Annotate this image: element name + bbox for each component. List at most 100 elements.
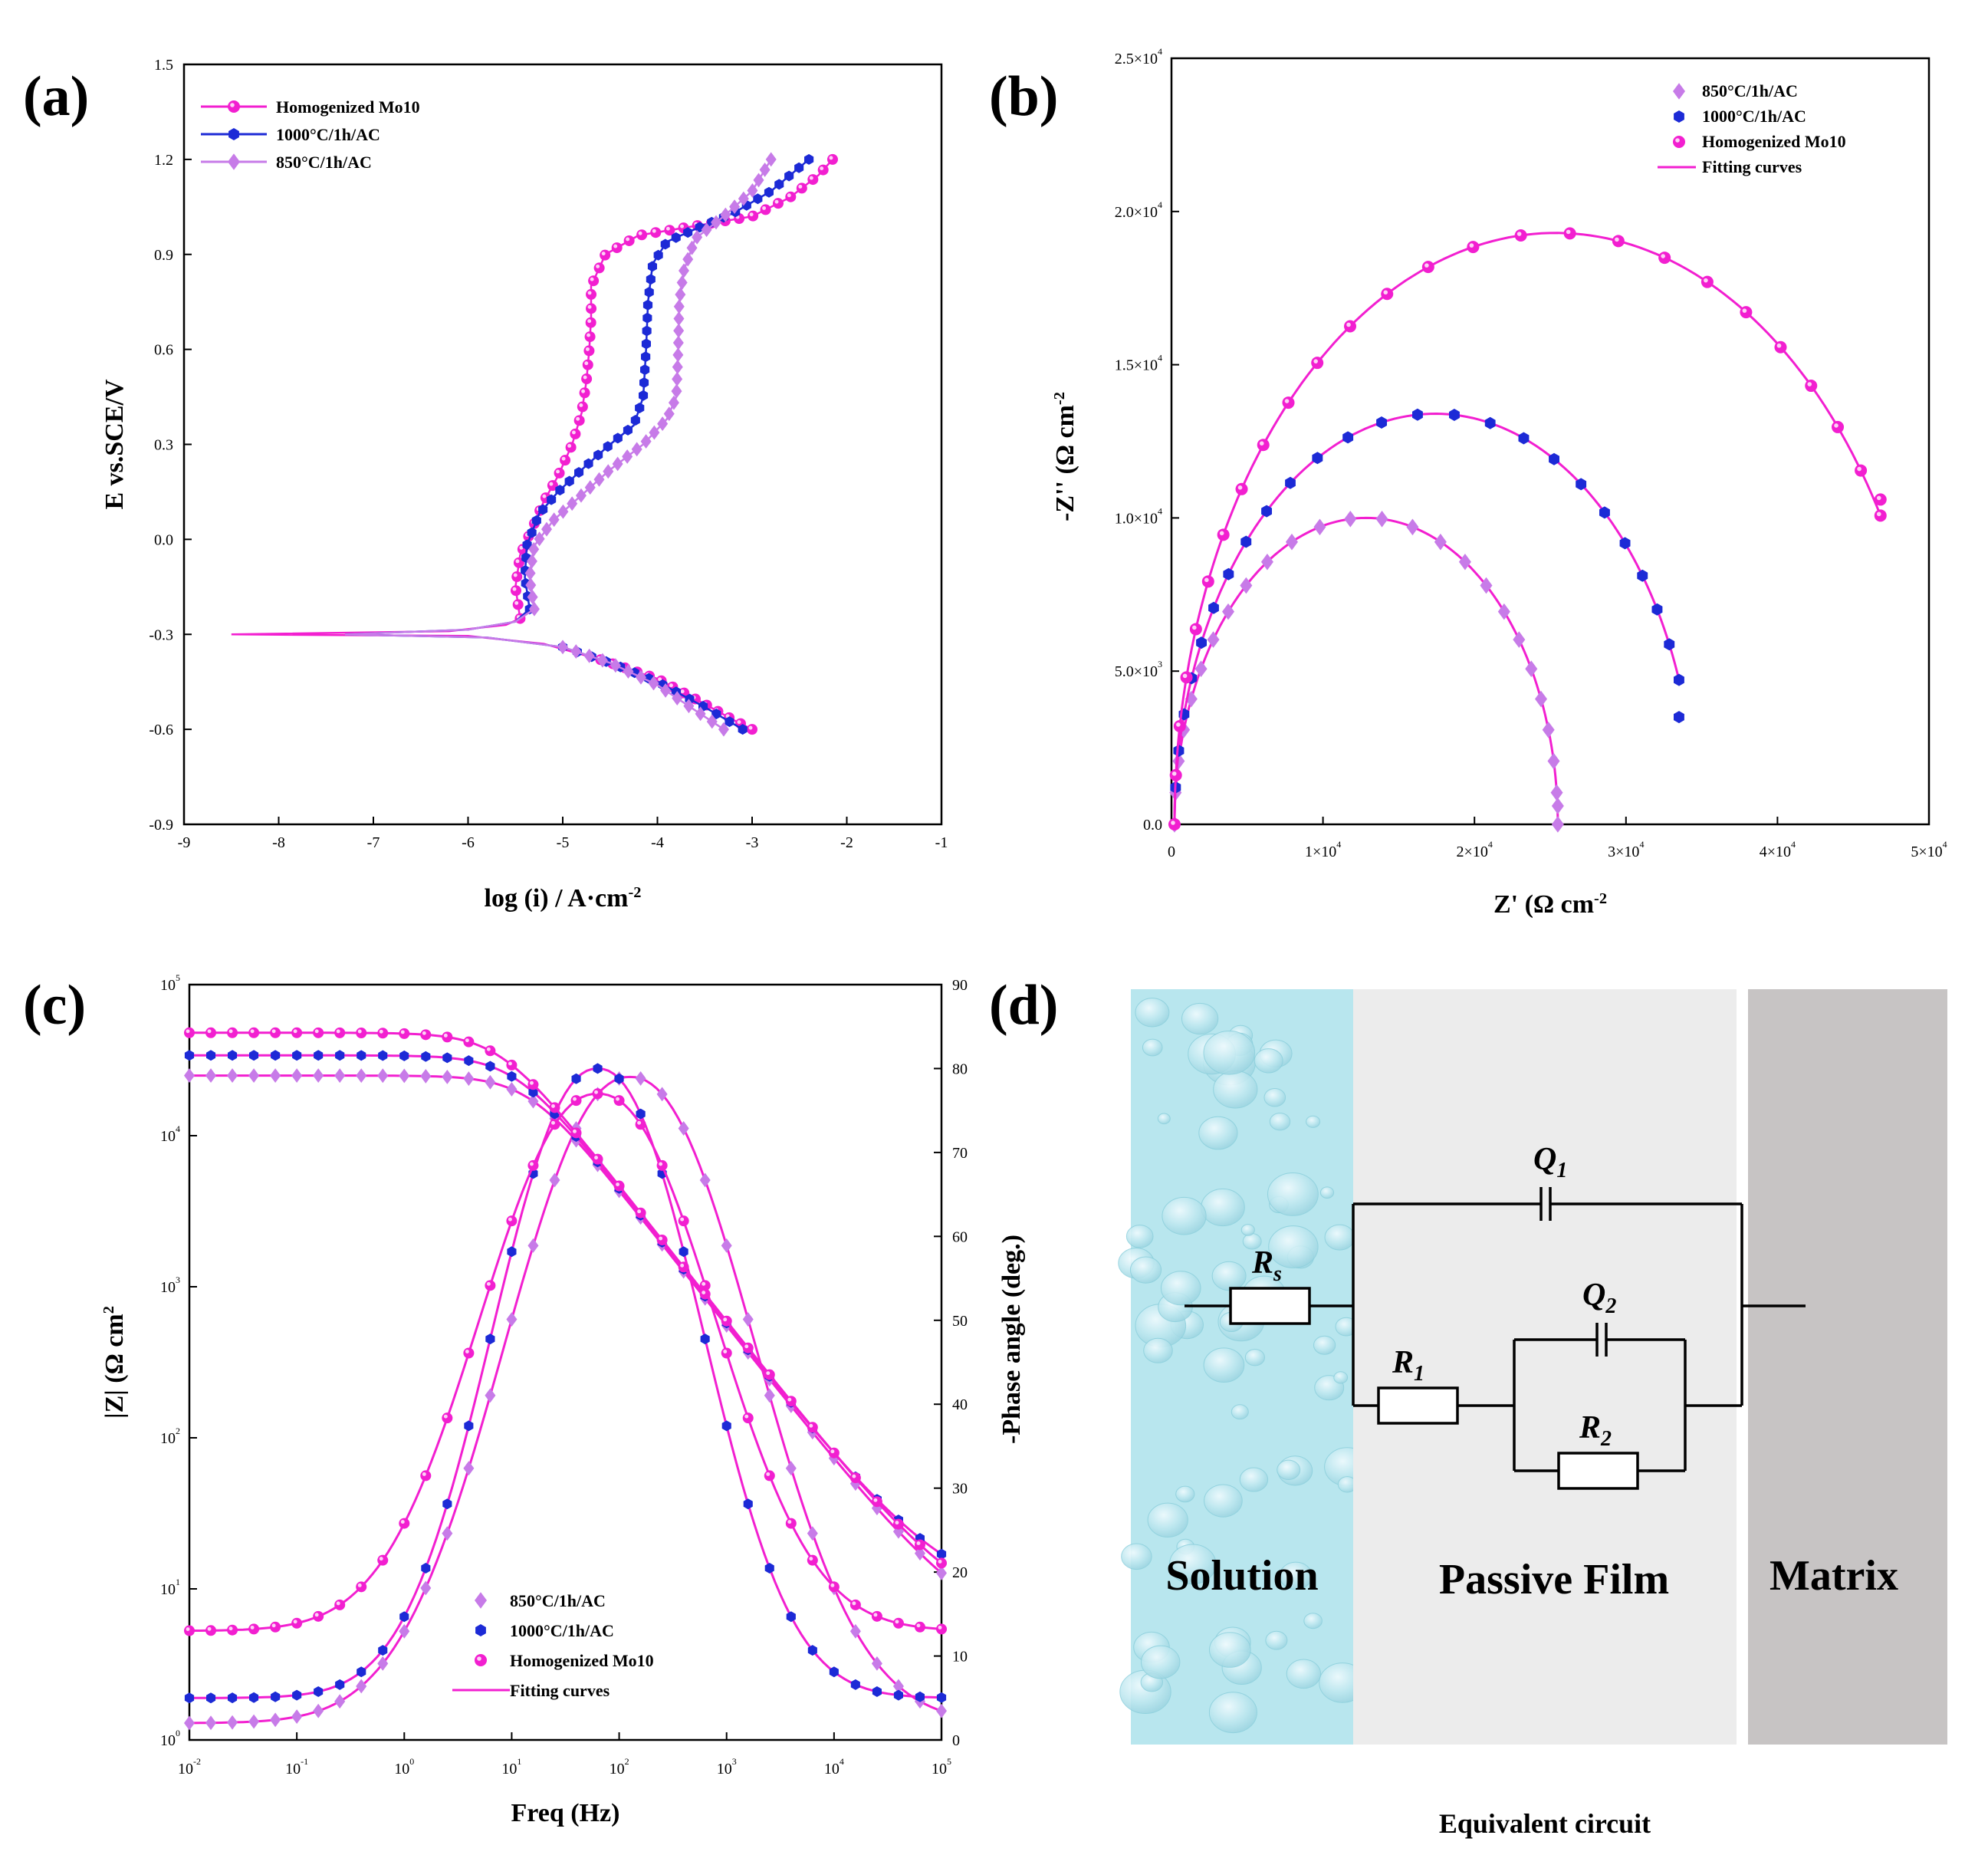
data-point	[635, 1070, 646, 1086]
data-point-fill	[1855, 464, 1868, 477]
panel-label-d: (d)	[989, 974, 1058, 1037]
data-point	[334, 1068, 346, 1084]
y-right-tick-label: 20	[952, 1564, 968, 1581]
data-point	[593, 472, 605, 487]
data-point-fill	[721, 1315, 732, 1327]
series-line-cathodic	[231, 617, 753, 731]
data-point	[641, 338, 651, 350]
data-point	[786, 1611, 796, 1623]
data-point-highlight	[519, 545, 524, 550]
data-point-highlight	[465, 1038, 469, 1043]
legend-marker	[1673, 136, 1685, 148]
data-point	[206, 1692, 216, 1704]
data-point	[485, 1334, 495, 1345]
data-point	[184, 1050, 195, 1061]
data-point	[672, 335, 684, 350]
legend-label: 850°C/1h/AC	[1702, 81, 1798, 100]
data-point	[538, 504, 548, 515]
y-tick-label: 2.0×104	[1115, 199, 1162, 221]
data-point-highlight	[596, 264, 600, 268]
data-point	[1674, 711, 1684, 724]
water-droplet	[1231, 1404, 1249, 1420]
data-point-highlight	[579, 403, 583, 407]
data-point-highlight	[590, 277, 594, 281]
legend-marker	[228, 100, 240, 113]
data-point-highlight	[486, 1047, 491, 1051]
fit-curve	[1173, 232, 1882, 825]
data-point-highlight	[250, 1029, 255, 1034]
data-point	[271, 1050, 281, 1061]
data-point-highlight	[512, 587, 517, 591]
data-point-fill	[512, 599, 524, 610]
data-point	[1344, 320, 1357, 333]
data-point	[914, 1621, 925, 1633]
water-droplet	[1201, 1188, 1245, 1227]
data-point	[592, 1153, 603, 1165]
data-point	[522, 539, 532, 551]
water-droplet	[1142, 1038, 1163, 1057]
data-point-highlight	[652, 229, 656, 233]
water-droplet	[1324, 1224, 1355, 1251]
data-point	[1855, 464, 1868, 477]
data-point-fill	[764, 1369, 775, 1380]
data-point	[764, 1388, 775, 1403]
data-point-fill	[636, 229, 648, 241]
data-point	[463, 1036, 475, 1047]
fit-curve	[1173, 516, 1559, 825]
y-tick-label: 1.0×104	[1115, 505, 1162, 527]
data-point	[1312, 452, 1323, 465]
data-point	[764, 1369, 775, 1380]
data-point	[270, 1068, 281, 1084]
data-point-highlight	[1776, 343, 1782, 348]
y-left-tick-label-main: 10	[160, 977, 176, 994]
data-point	[1240, 577, 1253, 594]
data-point-highlight	[443, 1414, 448, 1419]
y-tick-label-main: 0.0	[1143, 817, 1162, 834]
x-tick-label: 2×104	[1457, 839, 1493, 860]
data-point	[679, 1246, 688, 1258]
data-point-fill	[892, 1617, 904, 1629]
data-point-fill	[1257, 439, 1270, 452]
data-point-fill	[635, 1119, 646, 1130]
legend-label: 1000°C/1h/AC	[510, 1621, 614, 1640]
data-point	[184, 1625, 195, 1636]
legend-label: 850°C/1h/AC	[276, 153, 372, 172]
y-left-tick-label-sup: 2	[176, 1426, 180, 1436]
data-point-highlight	[514, 600, 519, 605]
data-point	[636, 1108, 646, 1120]
y-right-tick-label: 80	[952, 1061, 968, 1077]
data-point-fill	[678, 1215, 689, 1227]
data-point-highlight	[820, 166, 824, 171]
data-point-highlight	[530, 1162, 534, 1166]
circuit-wires	[1185, 1187, 1806, 1490]
data-point-fill	[549, 1119, 560, 1130]
data-point-highlight	[1807, 382, 1812, 386]
data-point-fill	[510, 585, 521, 597]
data-point-highlight	[357, 1583, 362, 1587]
data-point	[1240, 535, 1252, 548]
data-point	[270, 1027, 281, 1038]
data-point-fill	[1874, 509, 1887, 522]
data-point-highlight	[1516, 232, 1522, 236]
y-axis-label-main: -Z'' (Ω cm	[1051, 405, 1079, 521]
x-tick-label-sup: -1	[301, 1756, 308, 1767]
data-point	[549, 1119, 560, 1130]
x-axis-label-sup: -2	[628, 884, 641, 901]
data-point	[784, 170, 794, 182]
data-point	[378, 1050, 388, 1061]
data-point	[1774, 340, 1787, 354]
data-point	[291, 1068, 303, 1084]
x-tick-label: -7	[367, 834, 380, 851]
data-point	[356, 1028, 367, 1039]
data-point	[554, 467, 565, 479]
data-point	[567, 496, 578, 511]
data-point	[227, 1715, 238, 1730]
data-point	[1285, 476, 1296, 489]
data-point	[796, 183, 807, 194]
data-point-fill	[871, 1610, 882, 1622]
data-point	[653, 249, 663, 261]
y-left-tick-label: 103	[160, 1274, 180, 1296]
label-r2: R2	[1579, 1410, 1612, 1451]
data-point	[1576, 478, 1587, 491]
